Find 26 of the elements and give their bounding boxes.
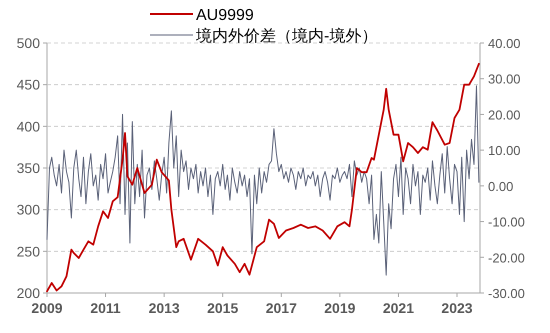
x-tick-label: 2019 <box>324 300 356 316</box>
y2-tick-label: -10.00 <box>488 214 525 230</box>
y2-tick-label: 30.00 <box>488 72 521 87</box>
x-tick-label: 2017 <box>266 300 298 316</box>
y2-tick-label: -20.00 <box>488 250 525 266</box>
y2-tick-label: 0.00 <box>488 178 514 194</box>
x-tick-label: 2009 <box>31 300 63 316</box>
x-tick-label: 2023 <box>441 300 473 316</box>
legend-label: 境内外价差（境内-境外） <box>195 27 378 45</box>
y2-tick-label: -30.00 <box>488 286 525 301</box>
y-tick-label: 450 <box>16 76 40 93</box>
line-series <box>46 85 480 276</box>
y-tick-label: 350 <box>16 160 40 176</box>
y-tick-label: 300 <box>16 202 40 218</box>
y-tick-label: 200 <box>16 285 40 301</box>
y2-tick-label: 10.00 <box>488 143 521 158</box>
x-tick-label: 2011 <box>90 300 121 316</box>
x-tick-label: 2013 <box>148 300 180 316</box>
legend-label: AU9999 <box>196 7 254 24</box>
y-tick-label: 250 <box>16 243 40 260</box>
y2-tick-label: 40.00 <box>488 36 521 51</box>
y-tick-label: 400 <box>16 118 40 134</box>
x-tick-label: 2021 <box>382 300 414 316</box>
y2-tick-label: 20.00 <box>488 107 521 122</box>
x-tick-label: 2015 <box>207 300 238 316</box>
y-tick-label: 500 <box>16 35 40 51</box>
